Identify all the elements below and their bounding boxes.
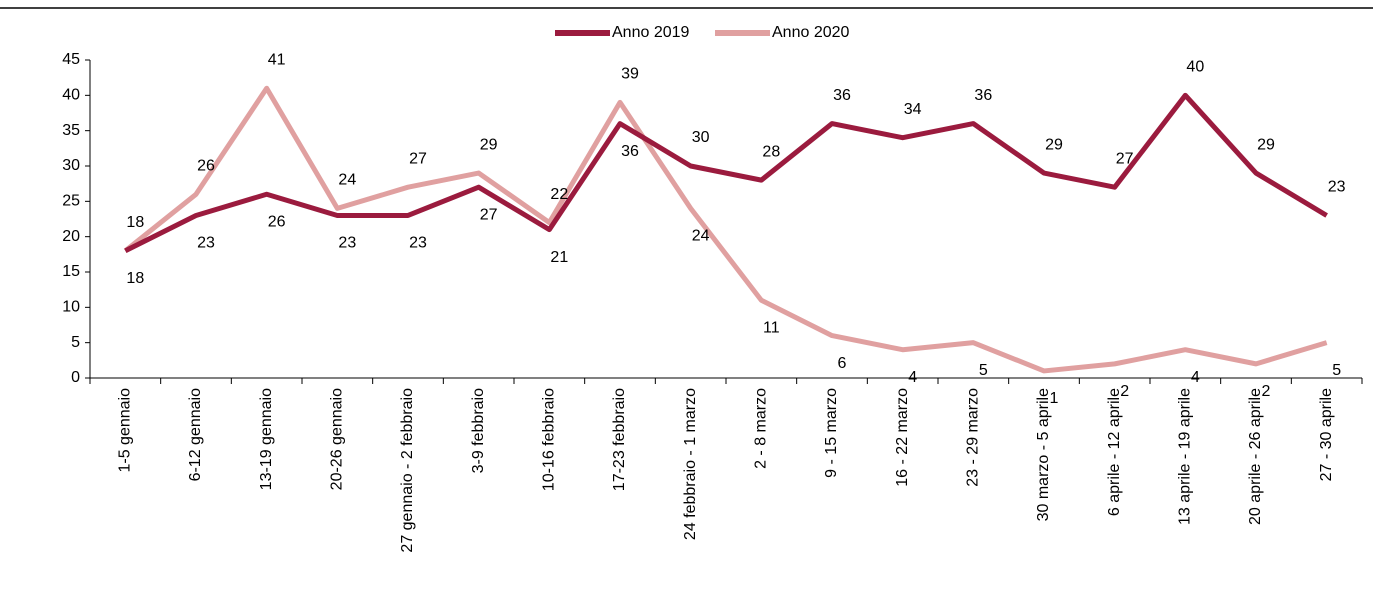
data-label: 36 xyxy=(621,143,639,160)
x-tick-label: 30 marzo - 5 aprile xyxy=(1035,388,1052,521)
x-tick-label: 24 febbraio - 1 marzo xyxy=(682,388,699,540)
data-label: 26 xyxy=(268,213,286,230)
data-label: 1 xyxy=(1050,390,1059,407)
legend-label: Anno 2019 xyxy=(612,24,690,41)
series-line xyxy=(123,85,1328,374)
data-label: 23 xyxy=(338,235,356,252)
data-label: 29 xyxy=(480,136,498,153)
data-label: 27 xyxy=(409,150,427,167)
data-label: 30 xyxy=(692,129,710,146)
data-label: 18 xyxy=(126,214,144,231)
x-tick-label: 20 aprile - 26 aprile xyxy=(1247,388,1264,525)
y-tick-label: 0 xyxy=(71,369,80,386)
y-tick-label: 35 xyxy=(62,122,80,139)
data-label: 23 xyxy=(1328,179,1346,196)
data-label: 34 xyxy=(904,101,922,118)
x-tick-label: 27 - 30 aprile xyxy=(1318,388,1335,481)
data-label: 5 xyxy=(979,362,988,379)
data-label: 29 xyxy=(1045,136,1063,153)
x-tick-label: 20-26 gennaio xyxy=(329,388,346,490)
y-tick-label: 40 xyxy=(62,87,80,104)
x-tick-label: 2 - 8 marzo xyxy=(753,388,770,469)
x-tick-label: 9 - 15 marzo xyxy=(823,388,840,478)
data-label: 18 xyxy=(126,270,144,287)
data-label: 5 xyxy=(1332,362,1341,379)
y-tick-label: 15 xyxy=(62,263,80,280)
data-label: 36 xyxy=(833,87,851,104)
data-label: 23 xyxy=(409,235,427,252)
series-line xyxy=(124,92,1328,254)
data-label: 41 xyxy=(268,51,286,68)
y-tick-label: 20 xyxy=(62,228,80,245)
x-tick-label: 13 aprile - 19 aprile xyxy=(1177,388,1194,525)
data-label: 2 xyxy=(1262,383,1271,400)
x-tick-label: 27 gennaio - 2 febbraio xyxy=(399,388,416,553)
x-tick-label: 23 - 29 marzo xyxy=(965,388,982,487)
y-tick-label: 30 xyxy=(62,157,80,174)
x-tick-label: 13-19 gennaio xyxy=(258,388,275,490)
x-tick-label: 10-16 febbraio xyxy=(541,388,558,491)
y-tick-label: 5 xyxy=(71,334,80,351)
data-label: 26 xyxy=(197,157,215,174)
x-tick-label: 1-5 gennaio xyxy=(117,388,134,473)
data-label: 40 xyxy=(1186,59,1204,76)
data-label: 11 xyxy=(763,319,780,336)
x-tick-label: 6-12 gennaio xyxy=(187,388,204,482)
data-label: 24 xyxy=(338,172,356,189)
data-label: 24 xyxy=(692,228,710,245)
data-label: 28 xyxy=(762,143,780,160)
data-label: 4 xyxy=(1191,369,1200,386)
x-tick-label: 17-23 febbraio xyxy=(611,388,628,491)
y-tick-label: 45 xyxy=(62,51,80,68)
legend-label: Anno 2020 xyxy=(772,24,850,41)
x-tick-label: 6 aprile - 12 aprile xyxy=(1106,388,1123,516)
data-label: 23 xyxy=(197,235,215,252)
data-label: 21 xyxy=(550,249,568,266)
y-tick-label: 25 xyxy=(62,193,80,210)
data-label: 4 xyxy=(908,369,917,386)
data-label: 39 xyxy=(621,66,639,83)
data-label: 27 xyxy=(1116,150,1134,167)
data-label: 2 xyxy=(1120,383,1129,400)
x-tick-label: 16 - 22 marzo xyxy=(894,388,911,487)
data-label: 29 xyxy=(1257,136,1275,153)
data-label: 6 xyxy=(838,355,847,372)
y-tick-label: 10 xyxy=(62,299,80,316)
data-label: 36 xyxy=(974,87,992,104)
x-tick-label: 3-9 febbraio xyxy=(470,388,487,473)
data-label: 27 xyxy=(480,206,498,223)
data-label: 22 xyxy=(550,186,568,203)
